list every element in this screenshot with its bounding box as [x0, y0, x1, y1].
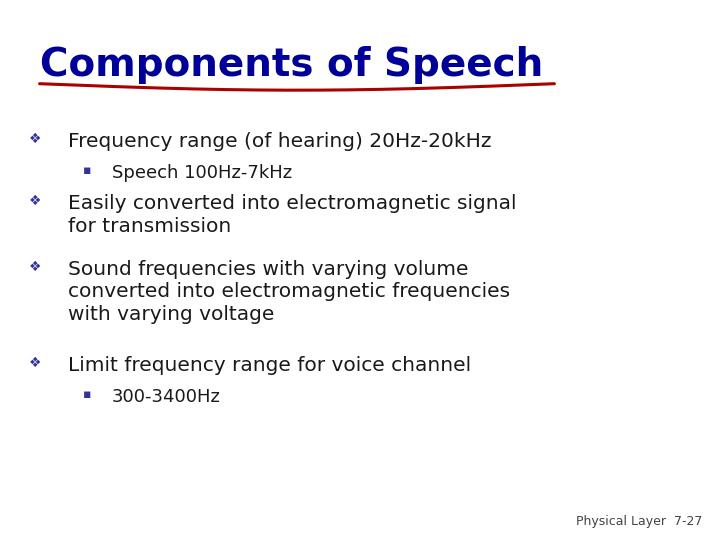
- Text: Sound frequencies with varying volume
converted into electromagnetic frequencies: Sound frequencies with varying volume co…: [68, 260, 510, 324]
- Text: Limit frequency range for voice channel: Limit frequency range for voice channel: [68, 356, 472, 375]
- Text: Speech 100Hz-7kHz: Speech 100Hz-7kHz: [112, 164, 292, 181]
- Text: Easily converted into electromagnetic signal
for transmission: Easily converted into electromagnetic si…: [68, 194, 517, 236]
- Text: ▪: ▪: [83, 164, 91, 177]
- Text: Frequency range (of hearing) 20Hz-20kHz: Frequency range (of hearing) 20Hz-20kHz: [68, 132, 492, 151]
- Text: ❖: ❖: [29, 132, 41, 146]
- Text: Physical Layer  7-27: Physical Layer 7-27: [575, 515, 702, 528]
- Text: ▪: ▪: [83, 388, 91, 401]
- Text: ❖: ❖: [29, 194, 41, 208]
- Text: 300-3400Hz: 300-3400Hz: [112, 388, 220, 406]
- Text: ❖: ❖: [29, 356, 41, 370]
- Text: Components of Speech: Components of Speech: [40, 46, 543, 84]
- Text: ❖: ❖: [29, 260, 41, 274]
